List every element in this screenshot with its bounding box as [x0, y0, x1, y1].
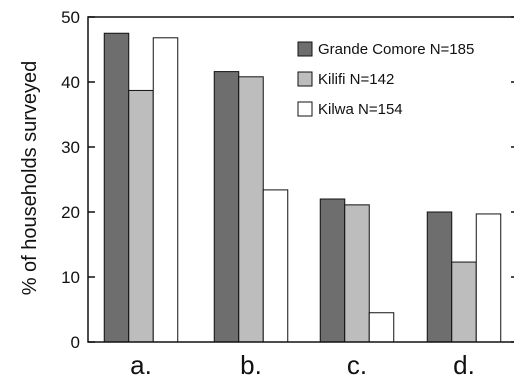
legend-label-1: Grande Comore N=185 — [318, 41, 474, 58]
legend-swatch-3 — [297, 101, 313, 117]
y-axis-label: % of households surveyed — [19, 61, 41, 296]
legend-swatch-1 — [297, 41, 313, 57]
bar-2-series-2 — [238, 76, 264, 343]
bar-4-series-2 — [451, 261, 477, 343]
bar-3-series-3 — [368, 312, 395, 343]
bar-3-series-1 — [319, 198, 346, 343]
bar-3-series-2 — [344, 204, 370, 343]
x-axis: a. b. c. d. — [130, 350, 475, 380]
bars-group — [103, 32, 502, 343]
legend-label-3: Kilwa N=154 — [318, 101, 403, 118]
y-tick-label-20: 20 — [61, 203, 80, 222]
x-tick-label-2: b. — [240, 350, 262, 380]
x-tick-label-1: a. — [130, 350, 152, 380]
y-tick-label-50: 50 — [61, 8, 80, 27]
bar-2-series-3 — [262, 189, 289, 343]
bar-1-series-2 — [128, 89, 154, 343]
bar-1-series-1 — [103, 32, 130, 343]
y-axis: 0 10 20 30 40 50 — [61, 8, 514, 352]
y-tick-label-0: 0 — [71, 333, 80, 352]
x-tick-label-4: d. — [453, 350, 475, 380]
legend-label-2: Kilifi N=142 — [318, 71, 394, 88]
x-tick-label-3: c. — [347, 350, 367, 380]
legend: Grande Comore N=185 Kilifi N=142 Kilwa N=1… — [297, 41, 474, 118]
bar-1-series-3 — [152, 37, 179, 343]
y-tick-label-30: 30 — [61, 138, 80, 157]
bar-4-series-1 — [426, 211, 453, 343]
bar-4-series-3 — [475, 213, 502, 343]
plot-frame — [87, 16, 514, 343]
y-tick-label-40: 40 — [61, 73, 80, 92]
legend-swatch-2 — [297, 71, 313, 87]
bar-2-series-1 — [213, 71, 240, 343]
y-tick-label-10: 10 — [61, 268, 80, 287]
